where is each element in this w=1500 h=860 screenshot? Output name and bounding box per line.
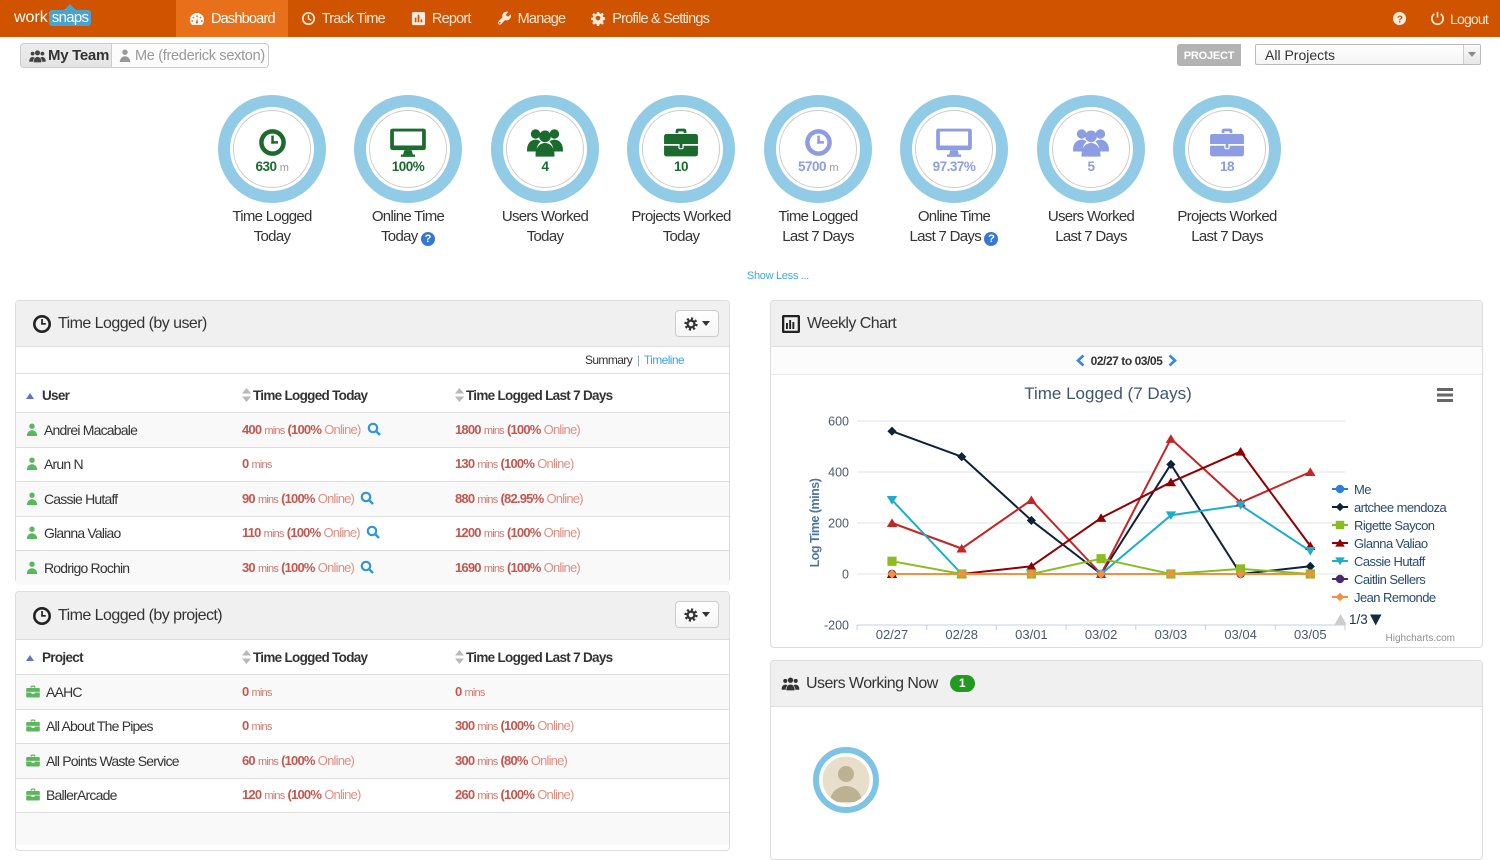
svg-text:400: 400 xyxy=(828,466,849,480)
svg-text:1/3: 1/3 xyxy=(1349,612,1368,627)
svg-text:02/27: 02/27 xyxy=(876,627,909,642)
svg-text:Cassie Hutaff: Cassie Hutaff xyxy=(1354,554,1426,569)
svg-text:03/03: 03/03 xyxy=(1155,627,1188,642)
svg-text:Log Time (mins): Log Time (mins) xyxy=(808,478,822,567)
svg-text:?: ? xyxy=(1397,14,1403,25)
svg-text:-200: -200 xyxy=(824,619,849,633)
svg-text:Me: Me xyxy=(1354,482,1371,497)
svg-text:03/04: 03/04 xyxy=(1224,627,1257,642)
svg-text:03/05: 03/05 xyxy=(1294,627,1327,642)
svg-text:Time Logged (7 Days): Time Logged (7 Days) xyxy=(1024,384,1192,403)
svg-text:03/01: 03/01 xyxy=(1015,627,1048,642)
svg-text:artchee mendoza: artchee mendoza xyxy=(1354,500,1448,515)
svg-text:03/02: 03/02 xyxy=(1085,627,1118,642)
svg-text:0: 0 xyxy=(842,568,849,582)
svg-text:Glanna Valiao: Glanna Valiao xyxy=(1354,536,1428,551)
svg-text:02/28: 02/28 xyxy=(945,627,978,642)
svg-text:200: 200 xyxy=(828,517,849,531)
svg-text:Rigette Saycon: Rigette Saycon xyxy=(1354,518,1435,533)
svg-text:Jean Remonde: Jean Remonde xyxy=(1354,590,1436,605)
svg-text:600: 600 xyxy=(828,415,849,429)
svg-text:Highcharts.com: Highcharts.com xyxy=(1386,633,1455,644)
svg-text:Caitlin Sellers: Caitlin Sellers xyxy=(1354,572,1426,587)
